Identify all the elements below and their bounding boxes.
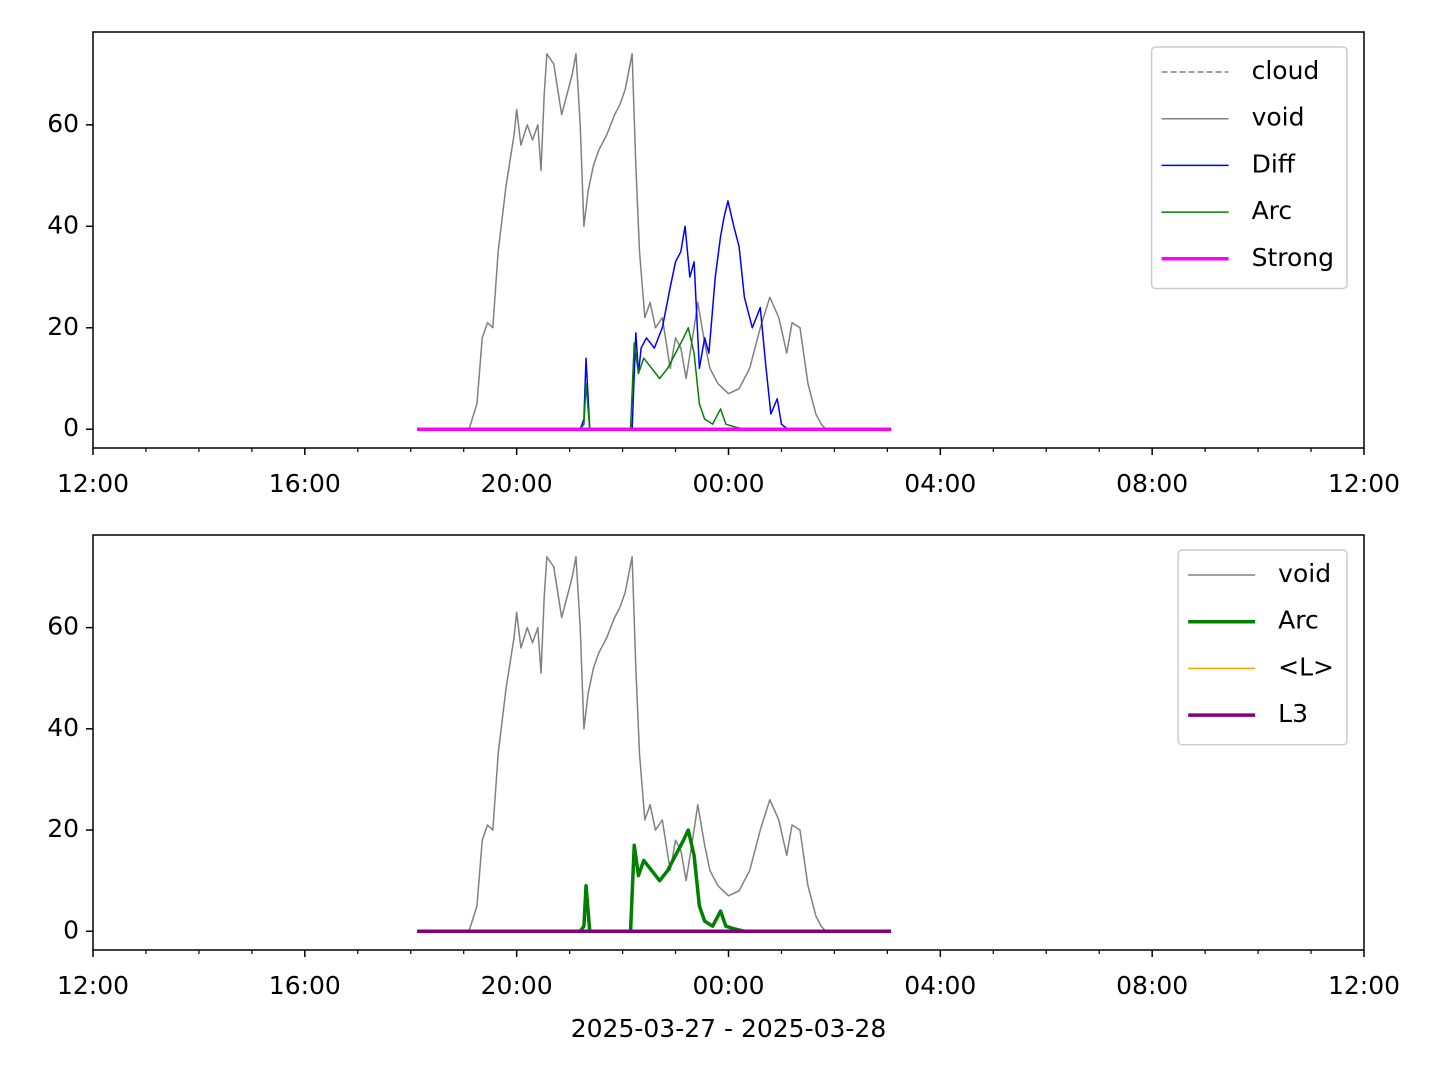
x-tick-label: 20:00: [481, 971, 553, 1000]
y-tick-label: 0: [63, 915, 79, 944]
series-line: [417, 556, 892, 933]
legend-label: void: [1252, 103, 1305, 132]
y-tick-label: 60: [47, 109, 79, 138]
legend-label: L3: [1278, 699, 1308, 728]
plot-area: [417, 53, 892, 431]
y-tick-label: 0: [63, 413, 79, 442]
legend-box: [1150, 46, 1348, 290]
legend-label: Arc: [1278, 606, 1319, 635]
legend-label: Strong: [1252, 243, 1334, 272]
legend-label: <L>: [1278, 652, 1334, 681]
x-tick-label: 12:00: [57, 971, 129, 1000]
series-line: [417, 200, 892, 430]
x-tick-label: 12:00: [57, 469, 129, 498]
x-tick-label: 04:00: [904, 971, 976, 1000]
x-tick-label: 08:00: [1116, 469, 1188, 498]
x-tick-label: 20:00: [481, 469, 553, 498]
legend: cloud void Diff Arc Strong: [1150, 46, 1348, 290]
legend-label: Diff: [1252, 149, 1296, 178]
y-tick-label: 40: [47, 210, 79, 239]
x-tick-label: 00:00: [692, 971, 764, 1000]
legend-box: [1177, 549, 1348, 746]
x-tick-label: 16:00: [269, 971, 341, 1000]
x-tick-label: 12:00: [1328, 971, 1400, 1000]
series-line: [417, 53, 892, 430]
axes-frame: [92, 534, 1365, 951]
x-tick-label: 04:00: [904, 469, 976, 498]
legend: void Arc <L> L3: [1177, 549, 1348, 746]
y-tick-label: 60: [47, 612, 79, 641]
y-tick-label: 40: [47, 713, 79, 742]
legend-label: Arc: [1252, 196, 1293, 225]
y-tick-label: 20: [47, 814, 79, 843]
series-line: [417, 327, 892, 430]
x-tick-label: 16:00: [269, 469, 341, 498]
legend-label: cloud: [1252, 56, 1320, 85]
series-line: [417, 828, 892, 934]
x-tick-label: 08:00: [1116, 971, 1188, 1000]
plot-area: [417, 556, 892, 934]
x-tick-label: 00:00: [692, 469, 764, 498]
x-tick-label: 12:00: [1328, 469, 1400, 498]
y-tick-label: 20: [47, 312, 79, 341]
x-axis-label: 2025-03-27 - 2025-03-28: [571, 1014, 887, 1043]
legend-label: void: [1278, 559, 1331, 588]
